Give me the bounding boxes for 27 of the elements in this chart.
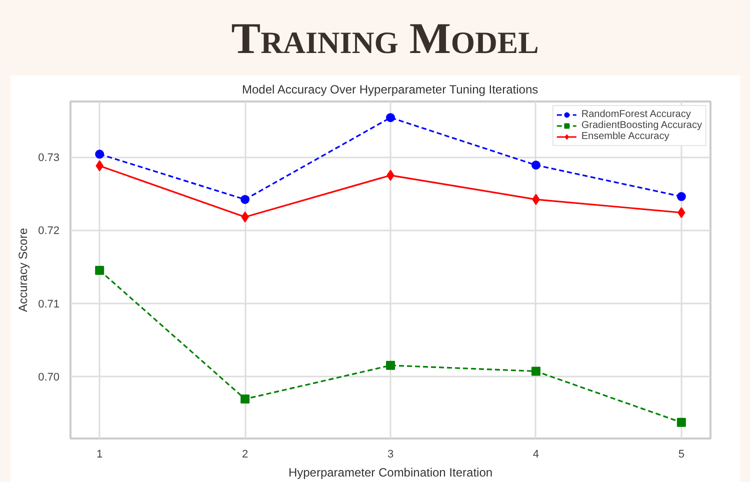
y-tick-label: 0.70 <box>38 371 60 384</box>
x-axis-title: Hyperparameter Combination Iteration <box>288 466 493 480</box>
point <box>240 194 250 204</box>
legend-label: Ensemble Accuracy <box>581 131 670 142</box>
x-tick-label: 2 <box>242 448 248 460</box>
chart-subtitle: Model Accuracy Over Hyperparameter Tuning Iterations <box>242 82 538 96</box>
y-tick-label: 0.73 <box>38 152 60 164</box>
x-tick-label: 1 <box>96 448 103 460</box>
point <box>95 266 104 275</box>
legend-label: GradientBoosting Accuracy <box>581 120 702 131</box>
legend-label: RandomForest Accuracy <box>581 109 691 120</box>
point <box>676 418 686 427</box>
x-tick-label: 3 <box>387 448 394 460</box>
y-tick-label: 0.71 <box>38 298 60 310</box>
point <box>676 192 686 202</box>
chart-title: Training Model <box>231 13 539 65</box>
point <box>241 212 249 222</box>
point <box>95 150 104 159</box>
y-tick-label: 0.72 <box>38 225 60 238</box>
point <box>531 366 540 376</box>
point <box>531 160 540 170</box>
point <box>240 394 250 404</box>
point <box>386 360 395 370</box>
point <box>386 113 395 122</box>
y-axis-title: Accuracy Score <box>16 228 30 312</box>
x-tick-label: 4 <box>532 448 540 460</box>
x-tick-label: 5 <box>678 448 684 460</box>
